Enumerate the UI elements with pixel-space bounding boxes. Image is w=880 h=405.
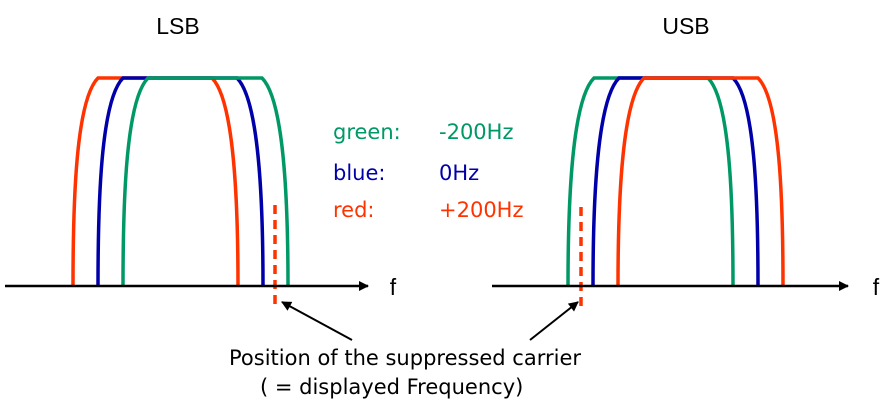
lsb-carrier-pointer <box>281 301 353 341</box>
legend-blue-key: blue: <box>333 161 385 185</box>
legend-blue-value: 0Hz <box>439 161 479 185</box>
lsb-axis-label: f <box>390 274 397 300</box>
usb-passbands <box>566 76 785 287</box>
caption-line-2: ( = displayed Frequency) <box>260 375 523 399</box>
legend-red-key: red: <box>333 198 375 222</box>
lsb-passbands <box>71 76 290 287</box>
legend-green-value: -200Hz <box>439 120 513 144</box>
lsb-title: LSB <box>156 13 199 39</box>
legend-red-value: +200Hz <box>439 198 524 222</box>
legend: green: -200Hz blue: 0Hz red: +200Hz <box>333 120 524 222</box>
usb-carrier-pointer <box>529 301 579 341</box>
usb-title: USB <box>662 13 709 39</box>
legend-green-key: green: <box>333 120 401 144</box>
caption-line-1: Position of the suppressed carrier <box>229 346 581 370</box>
usb-axis-label: f <box>873 274 880 300</box>
lsb-green-passband <box>121 76 290 287</box>
usb-red-passband <box>616 76 785 287</box>
